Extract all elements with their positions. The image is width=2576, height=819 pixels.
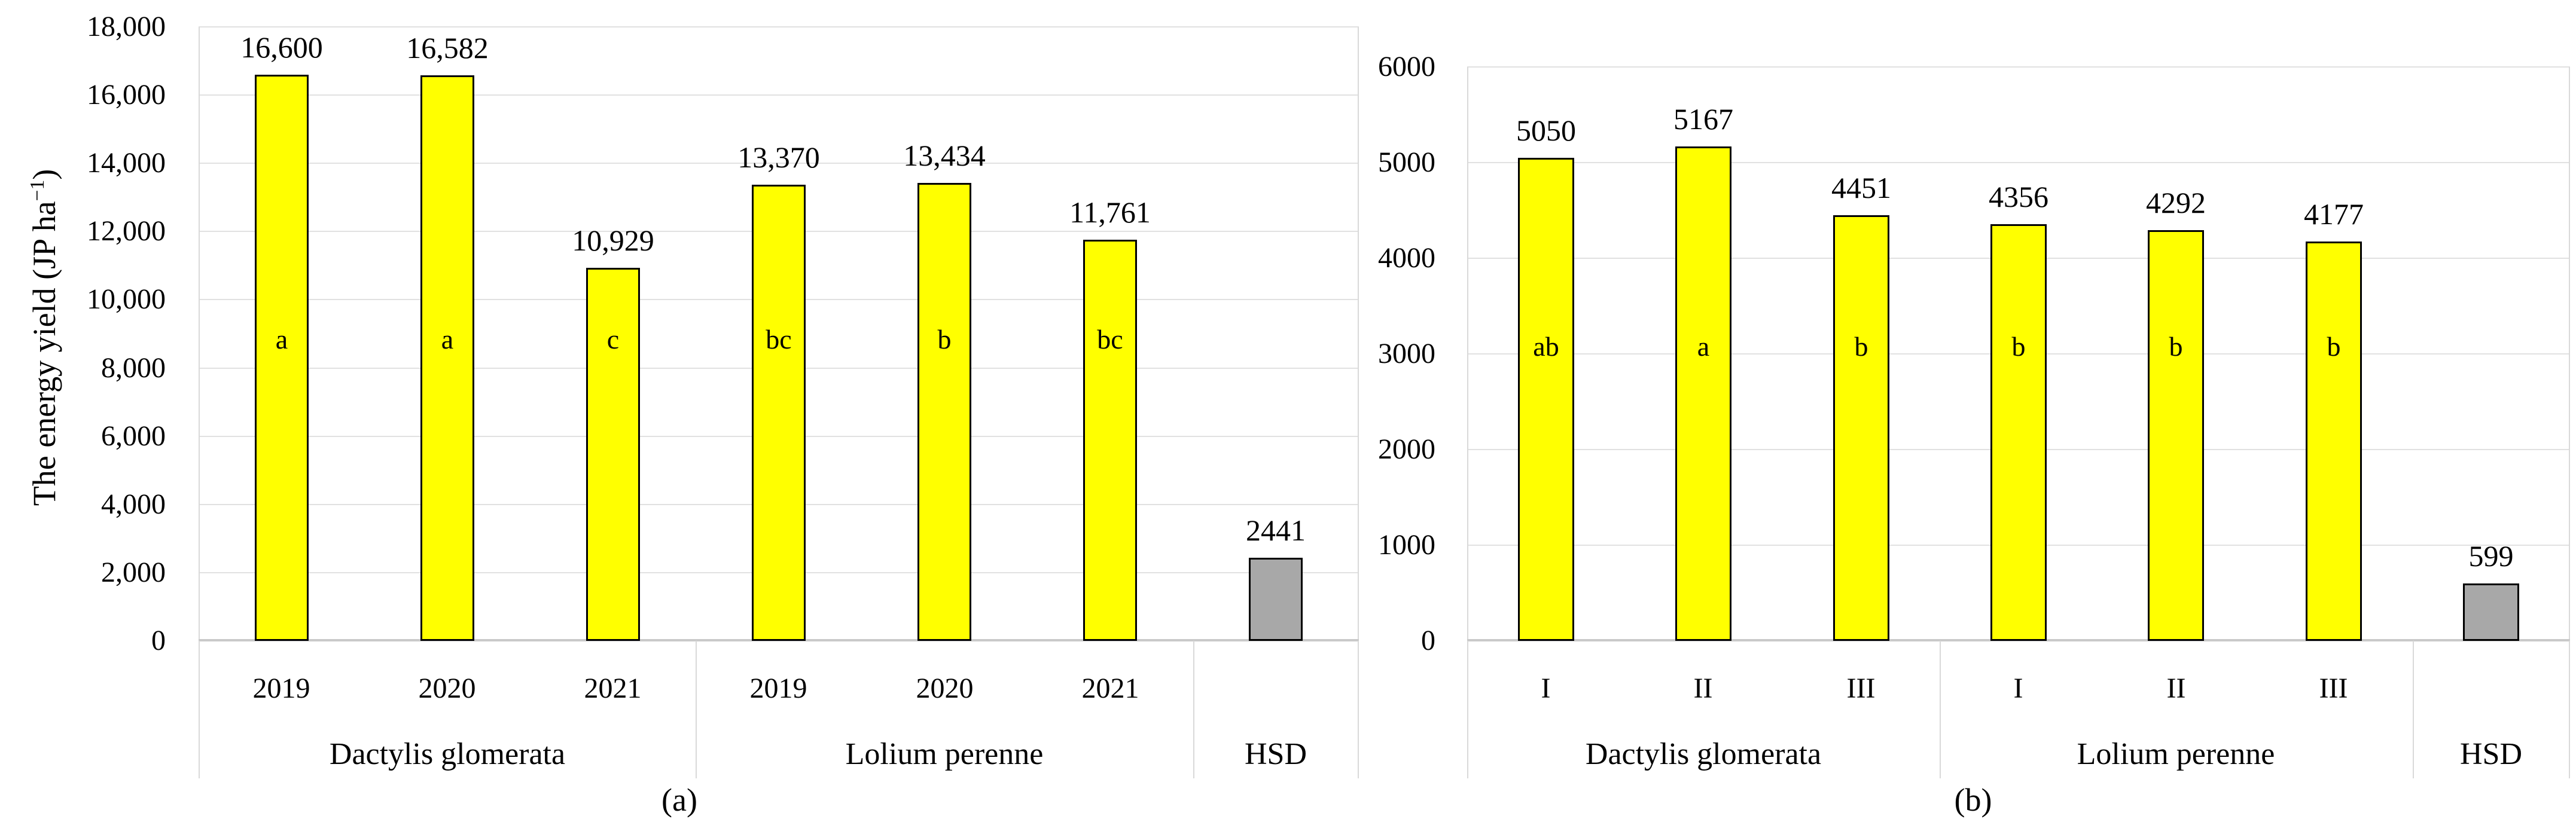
panel-caption: (a) — [661, 782, 697, 818]
bar-2020 — [917, 183, 971, 641]
group-label: HSD — [1244, 737, 1307, 771]
bar-value-label: 4356 — [1989, 180, 2048, 213]
category-divider — [199, 641, 200, 778]
y-axis-tick-label: 16,000 — [87, 79, 166, 111]
y-axis-title: The energy yield (JP ha−1) — [26, 169, 62, 506]
category-label: III — [2319, 673, 2348, 704]
category-divider — [1358, 641, 1359, 778]
group-label: Dactylis glomerata — [329, 737, 566, 771]
bar-2020 — [420, 75, 474, 641]
category-divider — [696, 641, 697, 778]
category-divider — [1193, 641, 1194, 778]
y-axis-tick-label: 10,000 — [87, 283, 166, 316]
category-label: I — [2013, 673, 2023, 704]
y-axis-tick-label: 0 — [1421, 625, 1435, 656]
bar-letter-label: c — [606, 324, 620, 355]
bar-letter-label: b — [2169, 331, 2183, 362]
bar-value-label: 16,600 — [240, 30, 323, 64]
plot-border-left — [199, 27, 200, 641]
gridline — [199, 163, 1359, 164]
bar-letter-label: b — [2011, 331, 2026, 362]
category-label: 2019 — [749, 673, 807, 704]
bar-value-label: 4177 — [2304, 197, 2364, 231]
bar-letter-label: b — [2327, 331, 2341, 362]
bar-HSD — [1249, 558, 1303, 641]
category-label: II — [1693, 673, 1713, 704]
category-divider — [2413, 641, 2414, 778]
bar-2019 — [752, 185, 806, 641]
plot-border-right — [1358, 27, 1359, 641]
group-label: Lolium perenne — [2077, 737, 2275, 771]
bar-letter-label: a — [1697, 331, 1710, 362]
category-label: I — [1541, 673, 1551, 704]
bar-III — [2306, 242, 2362, 641]
bar-value-label: 13,434 — [903, 139, 986, 172]
bar-value-label: 599 — [2468, 539, 2514, 573]
y-axis-tick-label: 3000 — [1378, 338, 1435, 369]
bar-value-label: 5167 — [1673, 102, 1733, 136]
gridline — [1467, 162, 2570, 163]
category-divider — [1467, 641, 1468, 778]
gridline — [199, 94, 1359, 96]
bar-2021 — [1083, 240, 1137, 641]
category-divider — [2569, 641, 2570, 778]
y-axis-tick-label: 6000 — [1378, 51, 1435, 82]
plot-border-right — [2569, 67, 2570, 641]
group-label: HSD — [2459, 737, 2523, 771]
category-label: 2021 — [584, 673, 642, 704]
bar-value-label: 2441 — [1246, 514, 1306, 547]
y-axis-tick-label: 5000 — [1378, 146, 1435, 178]
category-label: III — [1846, 673, 1876, 704]
y-axis-tick-label: 2,000 — [101, 556, 166, 588]
y-axis-tick-label: 4,000 — [101, 488, 166, 520]
bar-letter-label: b — [1854, 331, 1868, 362]
panel-caption: (b) — [1954, 782, 1992, 818]
bar-I — [1990, 224, 2047, 641]
bar-value-label: 10,929 — [572, 224, 654, 257]
y-axis-tick-label: 6,000 — [101, 420, 166, 452]
category-label: II — [2166, 673, 2186, 704]
gridline — [1467, 66, 2570, 68]
bar-value-label: 4292 — [2146, 186, 2206, 219]
bar-II — [2148, 230, 2204, 641]
category-divider — [1940, 641, 1941, 778]
bar-value-label: 5050 — [1516, 114, 1576, 147]
bar-II — [1675, 146, 1731, 641]
bar-letter-label: a — [441, 324, 454, 355]
y-axis-tick-label: 1000 — [1378, 529, 1435, 561]
plot-border-left — [1467, 67, 1468, 641]
y-axis-tick-label: 18,000 — [87, 11, 166, 42]
bar-letter-label: ab — [1533, 331, 1559, 362]
category-label: 2021 — [1081, 673, 1139, 704]
bar-value-label: 13,370 — [737, 140, 820, 174]
y-axis-tick-label: 4000 — [1378, 242, 1435, 274]
category-label: 2020 — [418, 673, 476, 704]
bar-HSD — [2463, 583, 2519, 641]
bar-2019 — [255, 75, 309, 641]
y-axis-tick-label: 12,000 — [87, 215, 166, 247]
y-axis-tick-label: 14,000 — [87, 147, 166, 179]
bar-letter-label: bc — [1097, 324, 1123, 355]
category-label: 2019 — [252, 673, 310, 704]
group-label: Dactylis glomerata — [1585, 737, 1822, 771]
bar-value-label: 16,582 — [406, 31, 489, 65]
category-label: 2020 — [916, 673, 974, 704]
bar-letter-label: b — [937, 324, 952, 355]
group-label: Lolium perenne — [845, 737, 1044, 771]
y-axis-tick-label: 0 — [151, 625, 166, 656]
bar-2021 — [586, 268, 640, 641]
bar-value-label: 4451 — [1831, 171, 1891, 204]
bar-I — [1518, 158, 1574, 641]
gridline — [199, 26, 1359, 27]
bar-III — [1833, 215, 1889, 641]
bar-letter-label: bc — [766, 324, 792, 355]
y-axis-tick-label: 2000 — [1378, 433, 1435, 465]
y-axis-tick-label: 8,000 — [101, 352, 166, 384]
bar-value-label: 11,761 — [1069, 195, 1151, 229]
bar-letter-label: a — [275, 324, 288, 355]
